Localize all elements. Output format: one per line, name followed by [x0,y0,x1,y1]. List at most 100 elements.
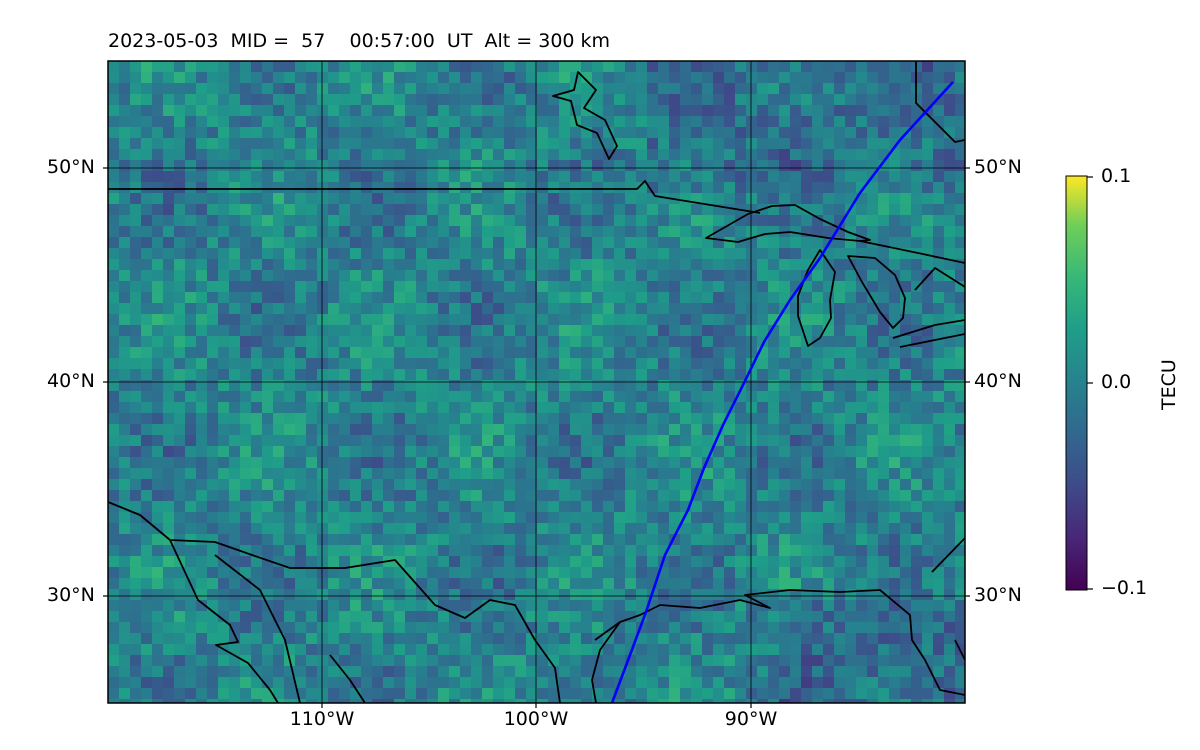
tec-pixel [427,193,438,204]
tec-pixel [196,336,207,347]
tec-pixel [185,644,196,655]
tec-pixel [372,226,383,237]
tec-pixel [251,204,262,215]
tec-pixel [911,171,922,182]
tec-pixel [482,413,493,424]
tec-pixel [240,127,251,138]
tec-pixel [856,160,867,171]
tec-pixel [295,688,306,699]
tec-pixel [592,512,603,523]
tec-pixel [779,270,790,281]
tec-pixel [559,281,570,292]
tec-pixel [273,457,284,468]
tec-pixel [779,534,790,545]
tec-pixel [174,644,185,655]
tec-pixel [955,270,965,281]
tec-pixel [680,193,691,204]
tec-pixel [284,479,295,490]
tec-pixel [570,226,581,237]
tec-pixel [130,182,141,193]
tec-pixel [812,171,823,182]
tec-pixel [548,644,559,655]
tec-pixel [306,182,317,193]
tec-pixel [416,160,427,171]
tec-pixel [900,314,911,325]
tec-pixel [196,424,207,435]
tec-pixel [405,358,416,369]
tec-pixel [262,149,273,160]
tec-pixel [383,160,394,171]
tec-pixel [460,589,471,600]
tec-pixel [427,578,438,589]
tec-pixel [735,578,746,589]
tec-pixel [625,248,636,259]
tec-pixel [658,611,669,622]
tec-pixel [900,556,911,567]
tec-pixel [515,358,526,369]
tec-pixel [614,193,625,204]
tec-pixel [790,600,801,611]
tec-pixel [790,237,801,248]
tec-pixel [944,424,955,435]
tec-pixel [471,314,482,325]
tec-pixel [163,523,174,534]
tec-pixel [328,600,339,611]
tec-pixel [823,72,834,83]
tec-pixel [361,358,372,369]
tec-pixel [603,94,614,105]
tec-pixel [757,402,768,413]
tec-pixel [438,182,449,193]
tec-pixel [955,248,965,259]
tec-pixel [482,655,493,666]
tec-pixel [306,105,317,116]
tec-pixel [438,347,449,358]
tec-pixel [449,479,460,490]
tec-pixel [746,699,757,703]
tec-pixel [383,688,394,699]
tec-pixel [570,523,581,534]
tec-pixel [460,72,471,83]
axis-ticks [103,167,970,708]
tec-pixel [669,666,680,677]
tec-pixel [889,479,900,490]
tec-pixel [185,479,196,490]
tec-pixel [625,61,636,72]
tec-pixel [141,501,152,512]
tec-pixel [526,545,537,556]
tec-pixel [108,589,119,600]
tec-pixel [328,72,339,83]
tec-pixel [361,457,372,468]
tec-pixel [196,457,207,468]
tec-pixel [295,226,306,237]
tec-pixel [724,655,735,666]
tec-pixel [834,644,845,655]
tec-pixel [361,215,372,226]
tec-pixel [581,72,592,83]
tec-pixel [174,358,185,369]
tec-pixel [790,116,801,127]
tec-pixel [262,534,273,545]
tec-pixel [372,677,383,688]
tec-pixel [878,556,889,567]
tec-pixel [933,127,944,138]
tec-pixel [955,204,965,215]
tec-pixel [713,435,724,446]
tec-pixel [625,314,636,325]
tec-pixel [713,523,724,534]
tec-pixel [636,83,647,94]
tec-pixel [504,270,515,281]
tec-pixel [317,215,328,226]
tec-pixel [570,413,581,424]
tec-pixel [493,237,504,248]
tec-pixel [526,567,537,578]
tec-pixel [746,259,757,270]
tec-pixel [625,171,636,182]
tec-pixel [493,160,504,171]
tec-pixel [438,303,449,314]
tec-pixel [240,644,251,655]
tec-pixel [867,292,878,303]
tec-pixel [834,633,845,644]
tec-pixel [372,633,383,644]
tec-pixel [339,589,350,600]
tec-pixel [273,380,284,391]
